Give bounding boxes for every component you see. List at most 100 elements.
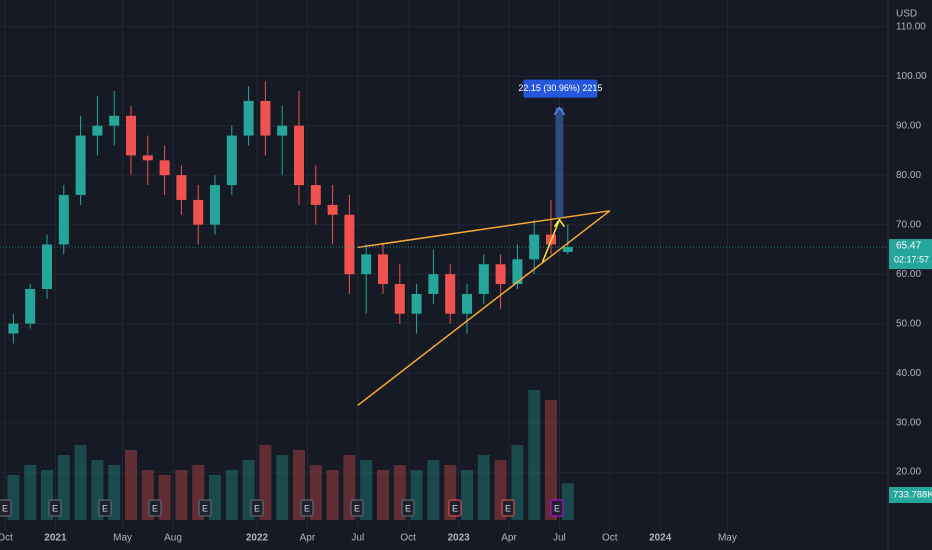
x-tick-label: 2024 (649, 533, 672, 544)
earnings-marker-label: E (452, 503, 458, 513)
candle-body (193, 199, 204, 225)
candle-body (42, 244, 52, 290)
measure-arrow (553, 106, 566, 116)
earnings-marker (48, 499, 62, 517)
volume-bar (528, 390, 541, 520)
earnings-marker-label: E (354, 503, 360, 513)
candle-body (142, 155, 153, 161)
candle-body (210, 185, 220, 225)
candle-body (243, 100, 254, 136)
volume-label-box (889, 487, 932, 503)
measure-label: 22.15 (30.96%) 2215 (518, 83, 602, 93)
volume-bar (175, 470, 188, 520)
x-tick-label: Oct (602, 533, 618, 544)
trendline (357, 210, 610, 249)
earnings-marker (300, 499, 314, 517)
candle-body (495, 264, 506, 285)
candle-body (176, 175, 187, 200)
y-tick-label: 80.00 (896, 170, 921, 181)
earnings-marker-label: E (304, 503, 310, 513)
candle-body (378, 254, 388, 285)
candle-body (562, 247, 573, 252)
candle-body (8, 323, 19, 334)
earnings-marker-label: E (52, 503, 58, 513)
earnings-marker-label: E (554, 503, 560, 513)
candle-body (92, 125, 103, 136)
y-tick-label: 30.00 (896, 417, 921, 428)
earnings-marker-label: E (505, 503, 511, 513)
x-tick-label: 2023 (447, 533, 470, 544)
candle-body (277, 125, 288, 136)
earnings-marker-label: E (202, 503, 208, 513)
candle-body (462, 293, 472, 314)
volume-bar (74, 445, 87, 520)
candle-body (512, 259, 523, 285)
earnings-marker-label: E (405, 503, 411, 513)
y-tick-label: 60.00 (896, 269, 921, 280)
candle-body (327, 204, 338, 215)
x-tick-label: 2022 (246, 533, 269, 544)
x-tick-label: May (113, 533, 132, 544)
trendline (541, 219, 561, 263)
earnings-marker-label: E (2, 503, 8, 513)
volume-bar (326, 470, 339, 520)
x-tick-label: May (718, 533, 737, 544)
candle-body (445, 274, 456, 314)
candle-body (109, 115, 120, 126)
candle-body (394, 284, 405, 314)
x-tick-label: Jul (351, 533, 364, 544)
candle-body (310, 185, 321, 205)
trendline (357, 210, 611, 406)
price-label: 65.47 (896, 241, 921, 252)
volume-bar (561, 483, 574, 520)
volume-bar (276, 455, 289, 520)
volume-bar (427, 460, 440, 520)
measure-label-box (523, 79, 598, 98)
candle-body (478, 264, 489, 294)
earnings-marker (501, 499, 515, 517)
y-tick-label: 100.00 (896, 71, 927, 82)
y-tick-label: 90.00 (896, 120, 921, 131)
volume-bar (24, 465, 37, 520)
currency: USD (896, 9, 917, 20)
earnings-marker (401, 499, 415, 517)
volume-bar (225, 470, 238, 520)
volume-label: 733.788K (893, 490, 932, 501)
earnings-marker-label: E (102, 503, 108, 513)
candle-body (25, 289, 36, 324)
earnings-marker (350, 499, 364, 517)
earnings-marker-label: E (254, 503, 260, 513)
x-tick-label: Apr (501, 533, 517, 544)
y-tick-label: 20.00 (896, 467, 921, 478)
earnings-marker (198, 499, 212, 517)
y-tick-label: 50.00 (896, 318, 921, 329)
earnings-marker (148, 499, 162, 517)
earnings-marker-label: E (152, 503, 158, 513)
candle-body (75, 135, 86, 195)
volume-bar (125, 450, 137, 520)
earnings-marker (0, 499, 12, 517)
earnings-marker (550, 499, 564, 517)
candle-body (260, 100, 271, 136)
volume-bar (545, 400, 557, 520)
volume-bar (209, 475, 221, 520)
measure-range (555, 107, 564, 218)
y-tick-label: 110.00 (896, 21, 926, 32)
candle-body (428, 274, 439, 294)
earnings-marker (98, 499, 112, 517)
volume-bar (461, 470, 473, 520)
candle-body (226, 135, 237, 186)
x-tick-label: Apr (300, 533, 316, 544)
candle-body (344, 214, 355, 275)
volume-bar (158, 475, 171, 520)
x-tick-label: Oct (0, 533, 13, 544)
volume-bar (377, 470, 389, 520)
volume-bar (477, 455, 490, 520)
candle-body (411, 293, 422, 314)
price-label-box (889, 239, 932, 270)
candle-body (58, 194, 69, 245)
candle-body (126, 115, 136, 156)
y-tick-label: 70.00 (896, 219, 921, 230)
